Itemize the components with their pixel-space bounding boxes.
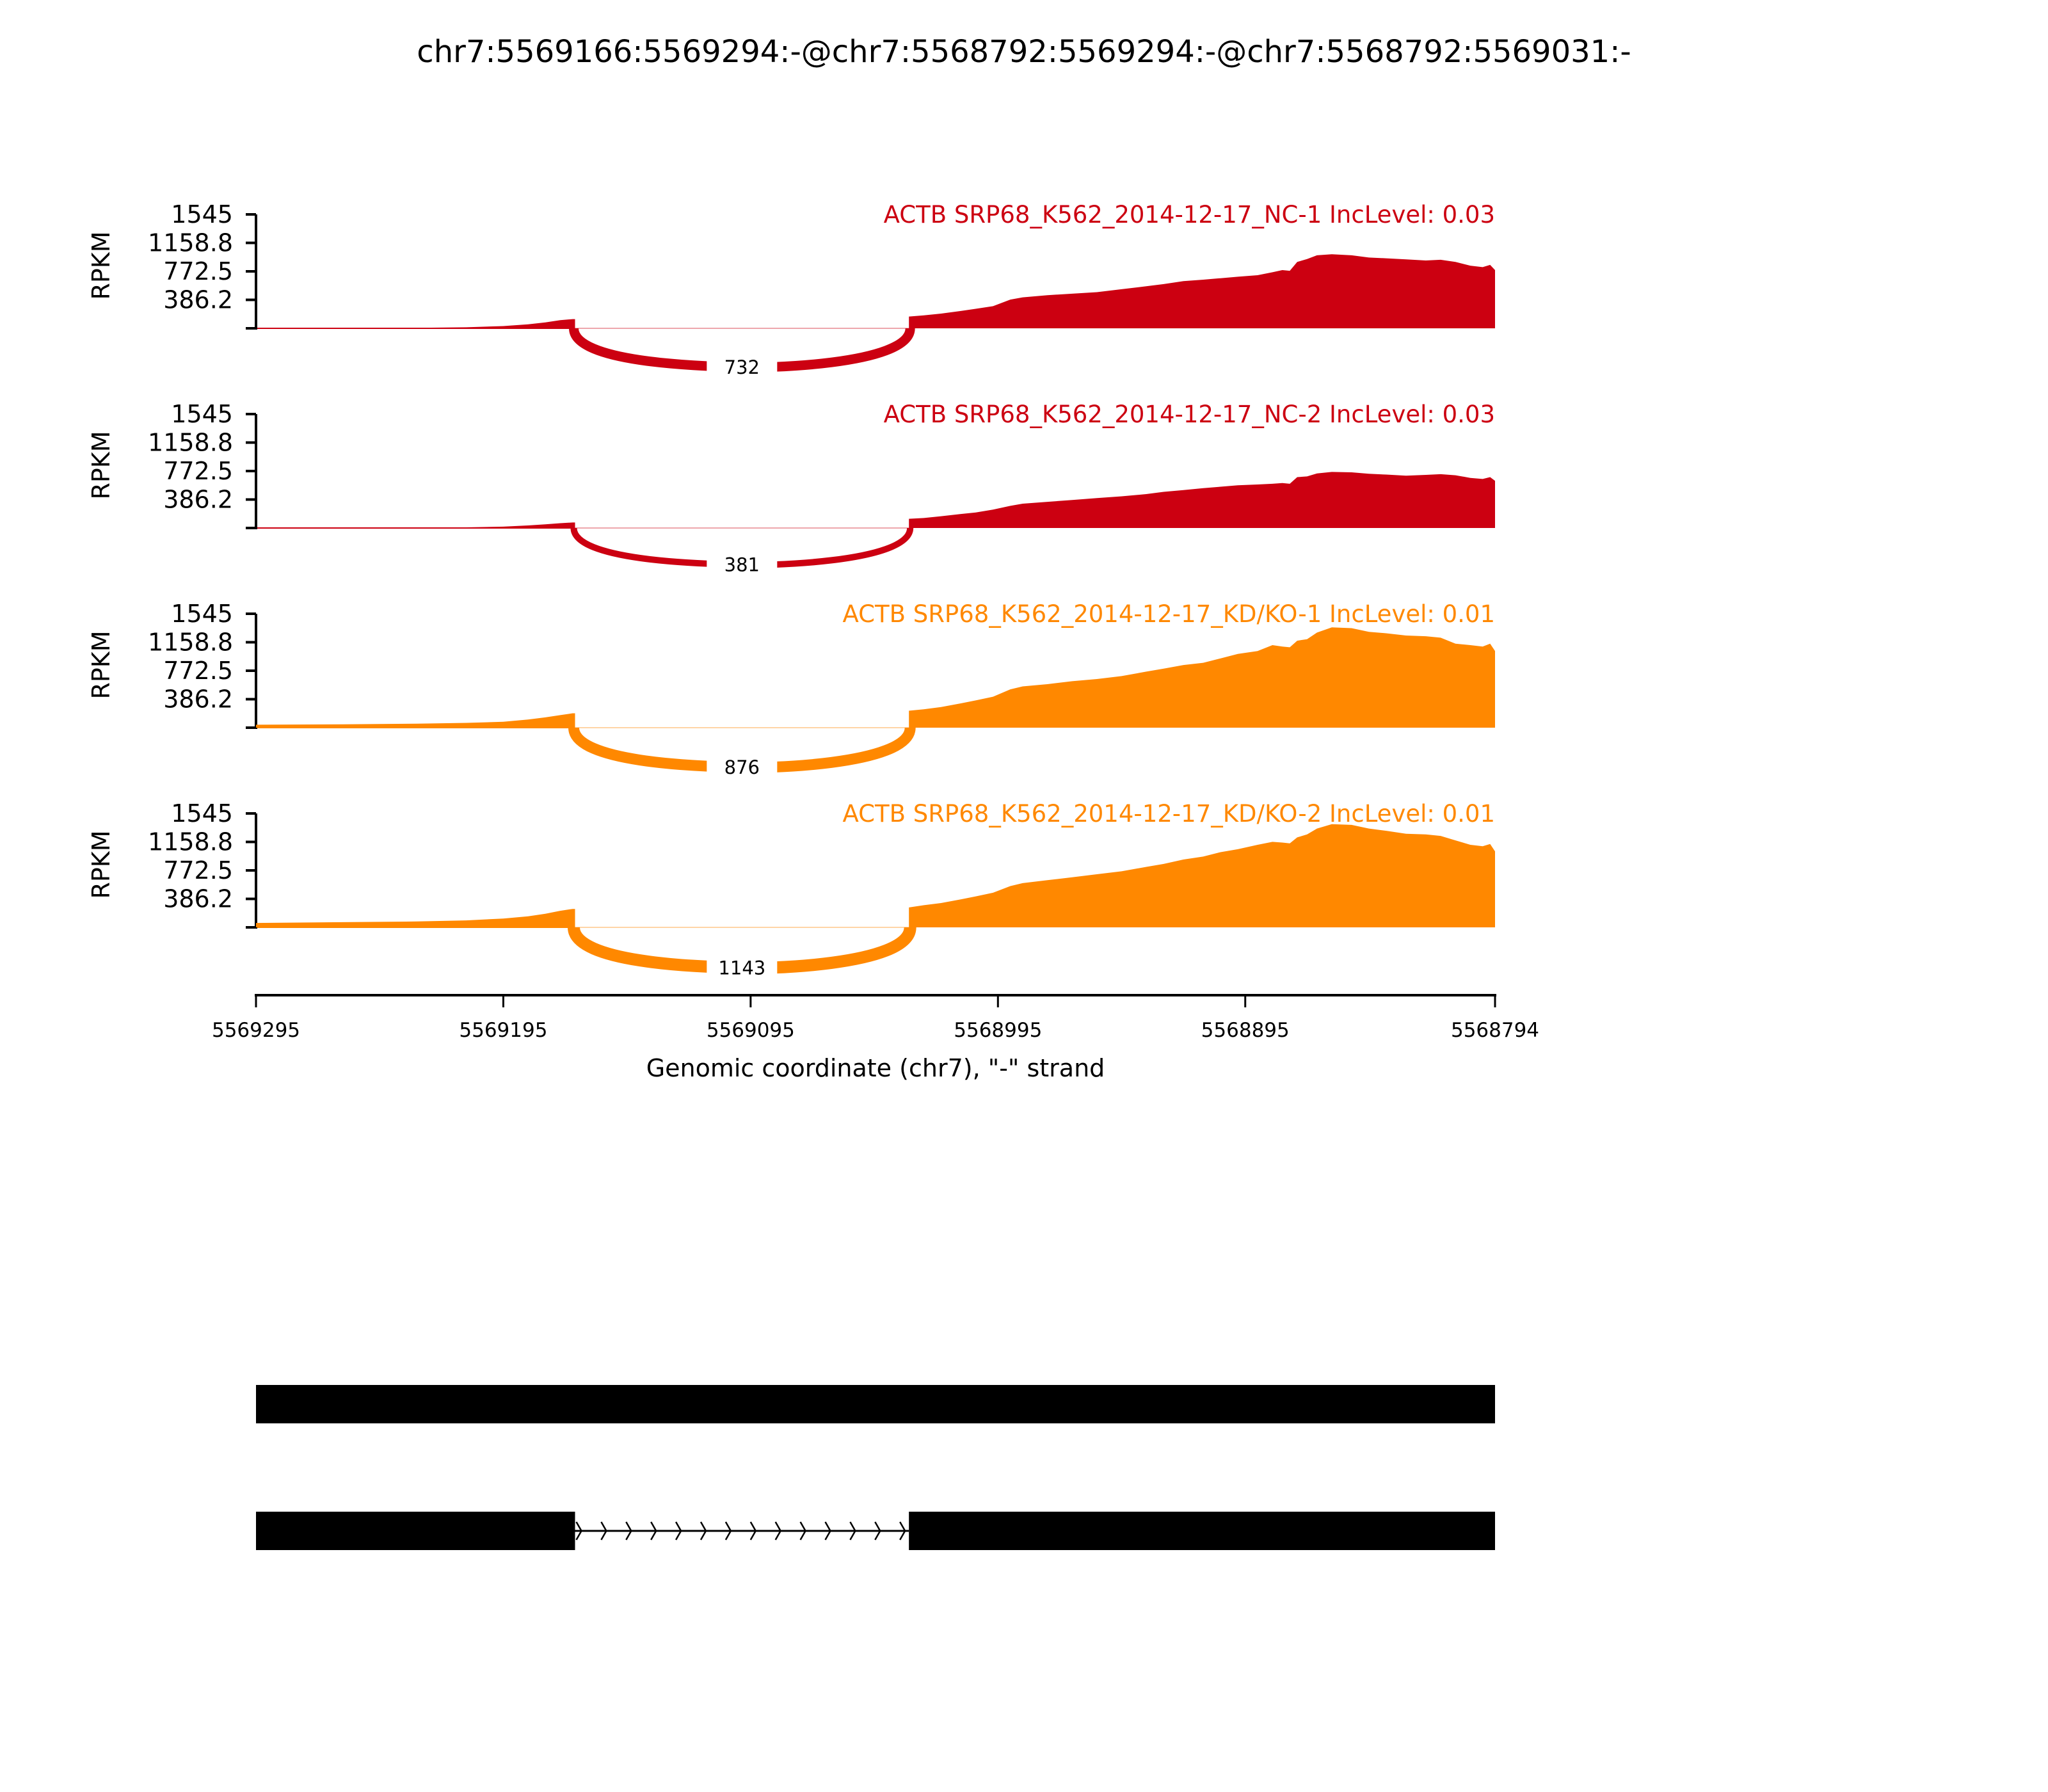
x-axis: 5569295 5569195 5569095 5568995 5568895 55687… [212,994,1539,1042]
y-tick-label: 386.2 [163,486,233,514]
coverage-area-exon1 [256,319,575,328]
y-tick-label: 1545 [171,600,233,628]
y-tick-label: 772.5 [163,657,233,685]
x-tick-label: 5569295 [212,1019,300,1042]
x-tick-label: 5568794 [1451,1019,1539,1042]
x-tick-label: 5569095 [707,1019,795,1042]
coverage-area-exon1 [256,522,575,528]
junction-count-label: 1143 [718,957,765,979]
y-axis-label: RPKM [87,630,115,699]
y-tick-label: 1545 [171,200,233,228]
track-title: ACTB SRP68_K562_2014-12-17_NC-1 IncLevel… [884,201,1495,228]
y-tick-label: 1545 [171,400,233,428]
y-axis-label: RPKM [87,431,115,499]
junction-label-box [707,351,778,381]
gene-models [256,1385,1495,1550]
chart-title: chr7:5569166:5569294:-@chr7:5568792:5569… [417,34,1631,70]
track-title: ACTB SRP68_K562_2014-12-17_KD/KO-1 IncLe… [843,600,1496,628]
coverage-area-exon2 [909,254,1495,328]
strand-arrow-icon [675,1521,682,1540]
y-tick-label: 386.2 [163,885,233,913]
gene-model [256,1512,1495,1550]
exon-block [909,1512,1495,1550]
x-axis-label: Genomic coordinate (chr7), "-" strand [646,1054,1105,1082]
y-tick-label: 772.5 [163,257,233,285]
coverage-area-exon1 [256,713,575,728]
coverage-area-exon2 [909,824,1495,927]
junction-count-label: 876 [724,756,760,778]
y-tick-label: 772.5 [163,457,233,485]
y-tick-label: 386.2 [163,286,233,314]
y-tick-label: 1158.8 [148,828,233,856]
strand-arrow-icon [749,1521,757,1540]
y-tick-label: 1545 [171,799,233,828]
y-tick-label: 772.5 [163,856,233,884]
track-title: ACTB SRP68_K562_2014-12-17_NC-2 IncLevel… [884,401,1495,428]
gene-model [256,1385,1495,1423]
y-tick-label: 1158.8 [148,428,233,456]
junction-label-box [707,752,778,782]
junction-label-box [707,549,778,579]
strand-arrow-icon [774,1521,782,1540]
strand-arrow-icon [799,1521,807,1540]
strand-arrow-icon [849,1521,856,1540]
exon-block [256,1512,575,1550]
coverage-area-exon2 [909,472,1495,528]
strand-arrow-icon [625,1521,632,1540]
coverage-area-exon2 [909,627,1495,728]
track-title: ACTB SRP68_K562_2014-12-17_KD/KO-2 IncLe… [843,800,1496,828]
strand-arrow-icon [874,1521,881,1540]
strand-arrow-icon [575,1521,582,1540]
y-axis-label: RPKM [87,231,115,300]
y-tick-label: 386.2 [163,685,233,714]
strand-arrow-icon [899,1521,906,1540]
y-tick-label: 1158.8 [148,228,233,257]
exon-block [256,1385,1495,1423]
junction-label-box [707,952,778,982]
junction-count-label: 732 [724,356,760,378]
strand-arrow-icon [724,1521,732,1540]
strand-arrow-icon [700,1521,707,1540]
y-axis-label: RPKM [87,830,115,899]
strand-arrow-icon [650,1521,657,1540]
x-tick-label: 5568995 [954,1019,1042,1042]
x-tick-label: 5568895 [1201,1019,1290,1042]
x-tick-label: 5569195 [459,1019,547,1042]
strand-arrow-icon [600,1521,607,1540]
junction-count-label: 381 [724,554,760,576]
strand-arrow-icon [824,1521,831,1540]
y-tick-label: 1158.8 [148,628,233,656]
coverage-area-exon1 [256,909,575,927]
